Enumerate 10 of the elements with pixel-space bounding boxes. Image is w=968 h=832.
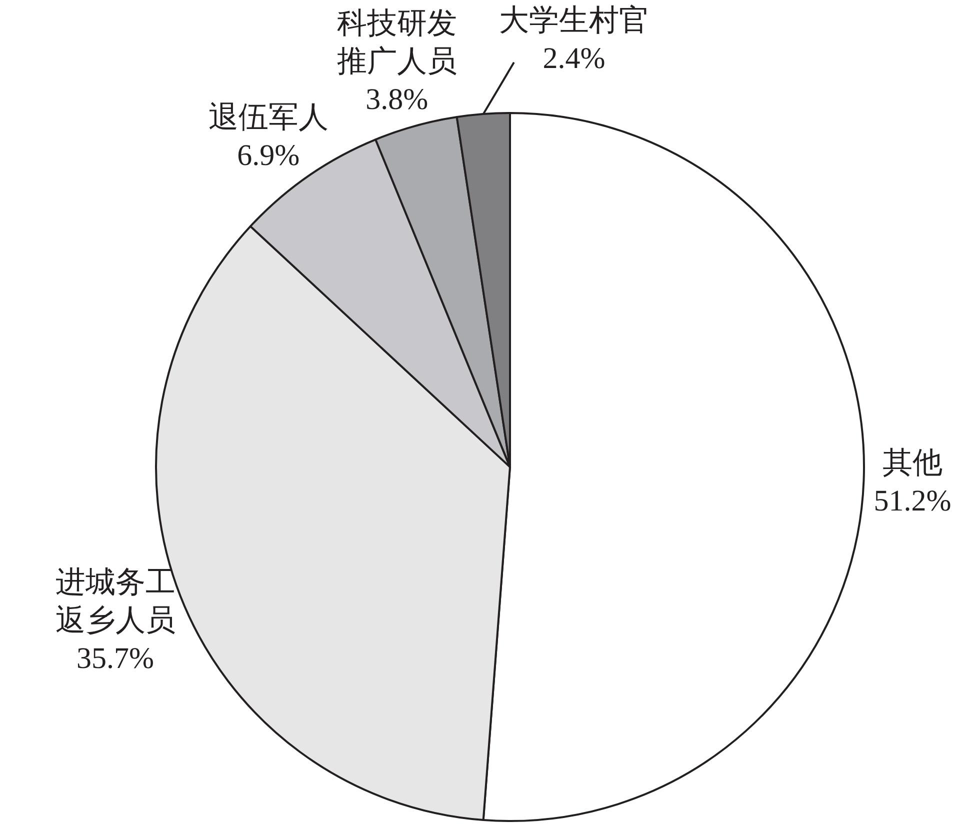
slice-label: 进城务工返乡人员 <box>55 566 176 638</box>
data-label: 3.8% <box>366 82 428 116</box>
data-label: 51.2% <box>874 484 952 518</box>
data-label: 35.7% <box>76 642 154 676</box>
data-label: 2.4% <box>542 42 606 75</box>
data-label: 6.9% <box>237 139 300 172</box>
slice-label: 其他 <box>882 446 942 480</box>
slice-label: 退伍军人 <box>208 101 328 134</box>
slice-label: 科技研发推广人员 <box>336 6 457 78</box>
slice-label: 大学生村官 <box>498 4 649 37</box>
